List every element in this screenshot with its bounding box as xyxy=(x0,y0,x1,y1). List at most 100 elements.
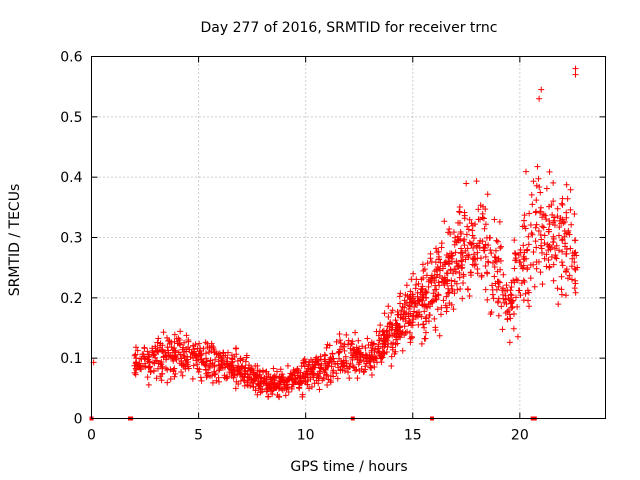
data-point xyxy=(185,338,192,345)
data-point xyxy=(304,365,311,372)
data-point xyxy=(463,231,470,238)
data-point xyxy=(522,290,529,297)
data-point xyxy=(308,383,315,390)
data-point xyxy=(572,277,579,284)
data-point xyxy=(468,241,475,248)
data-point xyxy=(292,378,299,385)
grid xyxy=(91,56,606,419)
data-point xyxy=(455,219,462,226)
data-point xyxy=(383,349,390,356)
data-point xyxy=(252,387,259,394)
data-point xyxy=(465,286,472,293)
data-point xyxy=(553,255,560,262)
data-point xyxy=(524,266,531,273)
data-point xyxy=(435,291,442,298)
data-point xyxy=(294,365,301,372)
data-point xyxy=(450,229,457,236)
data-point xyxy=(504,316,511,323)
data-point xyxy=(367,362,374,369)
data-point xyxy=(428,298,435,305)
data-point xyxy=(535,175,542,182)
data-point xyxy=(172,348,179,355)
data-point xyxy=(402,318,409,325)
data-point xyxy=(264,386,271,393)
data-point xyxy=(133,366,140,373)
data-point xyxy=(528,230,535,237)
data-point xyxy=(352,329,359,336)
data-point xyxy=(377,322,384,329)
data-point xyxy=(165,347,172,354)
data-point xyxy=(543,216,550,223)
data-point xyxy=(364,335,371,342)
data-point xyxy=(220,349,227,356)
data-point xyxy=(482,221,489,228)
data-point xyxy=(526,210,533,217)
data-point xyxy=(460,271,467,278)
data-point xyxy=(484,191,491,198)
data-point xyxy=(571,285,578,292)
data-point xyxy=(514,333,521,340)
data-point xyxy=(365,342,372,349)
data-point xyxy=(242,358,249,365)
data-point xyxy=(224,374,231,381)
data-point xyxy=(167,352,174,359)
data-point xyxy=(537,269,544,276)
data-point xyxy=(282,392,289,399)
data-point xyxy=(414,289,421,296)
data-point xyxy=(472,221,479,228)
data-point xyxy=(569,255,576,262)
data-point xyxy=(541,240,548,247)
data-point xyxy=(244,378,251,385)
data-point xyxy=(389,324,396,331)
data-point xyxy=(198,356,205,363)
data-point xyxy=(316,386,323,393)
data-point xyxy=(414,300,421,307)
data-point xyxy=(375,341,382,348)
data-point xyxy=(470,256,477,263)
data-point xyxy=(336,330,343,337)
data-point xyxy=(423,314,430,321)
data-point xyxy=(241,371,248,378)
data-point xyxy=(457,228,464,235)
data-point xyxy=(444,270,451,277)
data-point xyxy=(201,361,208,368)
data-point xyxy=(190,346,197,353)
data-point xyxy=(479,214,486,221)
data-point xyxy=(521,249,528,256)
data-point xyxy=(480,215,487,222)
data-point xyxy=(469,227,476,234)
data-point xyxy=(397,314,404,321)
data-point xyxy=(337,367,344,374)
data-point xyxy=(562,292,569,299)
data-point xyxy=(535,227,542,234)
data-point xyxy=(496,218,503,225)
data-point xyxy=(536,95,543,102)
data-point xyxy=(343,363,350,370)
data-point xyxy=(489,282,496,289)
data-point xyxy=(219,364,226,371)
data-point xyxy=(360,369,367,376)
data-point xyxy=(353,366,360,373)
data-point xyxy=(388,340,395,347)
data-point xyxy=(276,393,283,400)
data-point xyxy=(181,339,188,346)
data-point xyxy=(449,286,456,293)
data-point xyxy=(518,263,525,270)
data-point xyxy=(508,284,515,291)
data-point xyxy=(299,391,306,398)
data-point xyxy=(446,300,453,307)
data-point xyxy=(196,340,203,347)
data-point xyxy=(475,216,482,223)
data-point xyxy=(512,294,519,301)
data-point xyxy=(326,360,333,367)
data-point xyxy=(559,262,566,269)
data-point xyxy=(349,354,356,361)
data-point xyxy=(406,299,413,306)
data-point xyxy=(213,377,220,384)
data-point xyxy=(397,300,404,307)
data-point xyxy=(388,362,395,369)
data-point xyxy=(498,303,505,310)
data-point xyxy=(415,321,422,328)
data-point xyxy=(538,86,545,93)
data-point xyxy=(451,290,458,297)
